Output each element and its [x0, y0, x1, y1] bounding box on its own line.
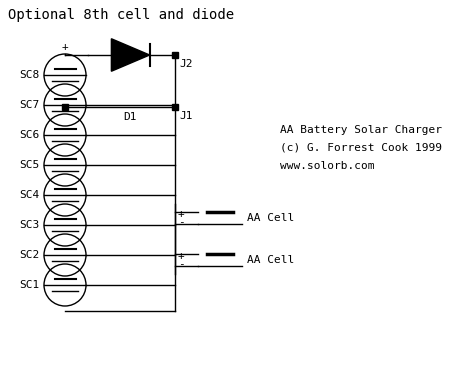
Text: SC1: SC1 — [20, 280, 40, 290]
Text: -: - — [178, 217, 185, 227]
Text: SC8: SC8 — [20, 70, 40, 80]
Text: SC6: SC6 — [20, 130, 40, 140]
Text: SC3: SC3 — [20, 220, 40, 230]
Text: D1: D1 — [124, 112, 137, 122]
Text: J1: J1 — [179, 111, 193, 121]
Text: (c) G. Forrest Cook 1999: (c) G. Forrest Cook 1999 — [280, 143, 442, 153]
Text: SC7: SC7 — [20, 100, 40, 110]
Text: AA Cell: AA Cell — [247, 213, 294, 223]
Text: J2: J2 — [179, 59, 193, 69]
Polygon shape — [112, 39, 150, 71]
Text: SC5: SC5 — [20, 160, 40, 170]
Text: SC2: SC2 — [20, 250, 40, 260]
Text: www.solorb.com: www.solorb.com — [280, 161, 375, 171]
Text: AA Cell: AA Cell — [247, 255, 294, 265]
Text: SC4: SC4 — [20, 190, 40, 200]
Text: +: + — [178, 209, 185, 219]
Text: +: + — [62, 42, 69, 52]
Text: -: - — [178, 259, 185, 269]
Text: AA Battery Solar Charger: AA Battery Solar Charger — [280, 125, 442, 135]
Text: +: + — [178, 251, 185, 261]
Text: Optional 8th cell and diode: Optional 8th cell and diode — [8, 8, 234, 22]
